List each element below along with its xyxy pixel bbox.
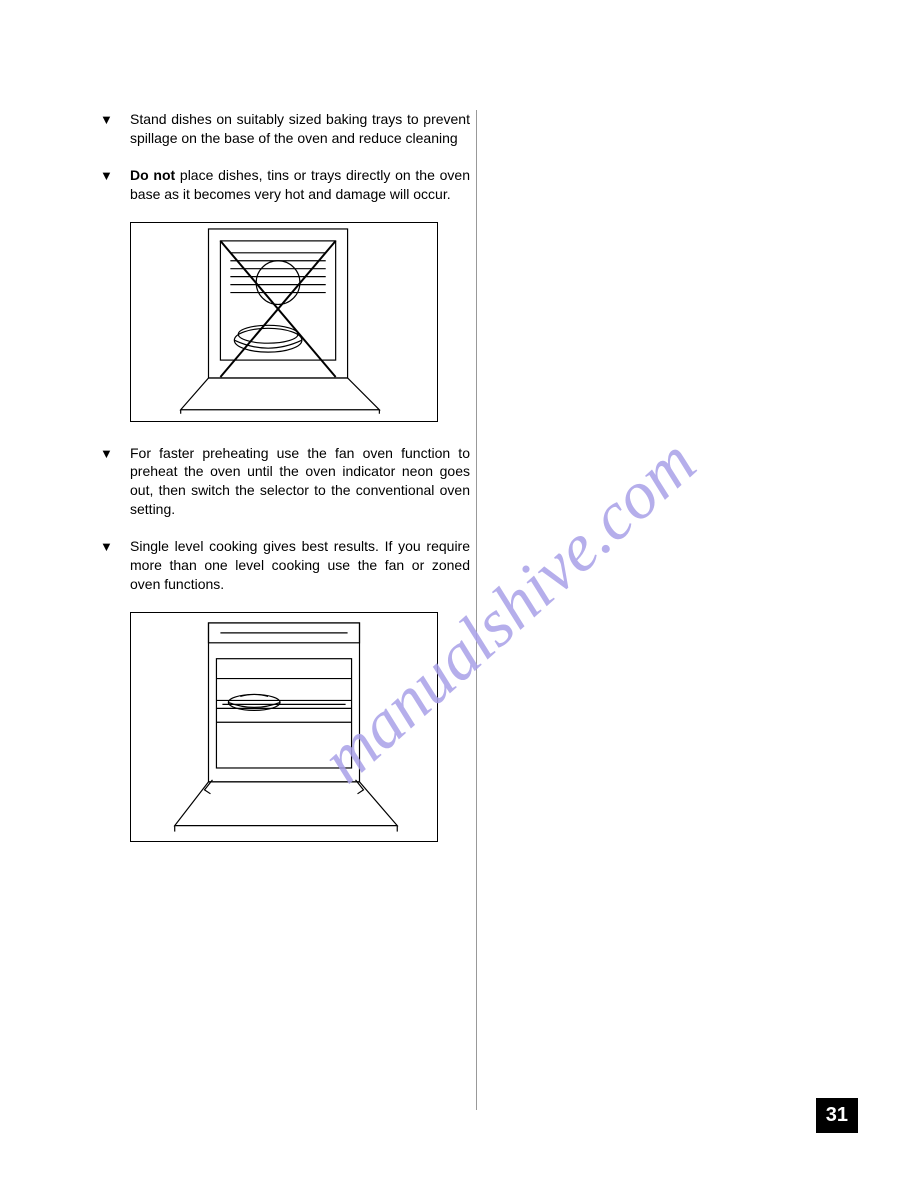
figure-oven-crossed-out xyxy=(130,222,438,422)
bold-lead: Do not xyxy=(130,167,175,183)
left-column: ▼ Stand dishes on suitably sized baking … xyxy=(100,110,470,864)
oven-diagram-2-icon xyxy=(131,613,437,842)
bullet-item: ▼ Stand dishes on suitably sized baking … xyxy=(100,110,470,148)
figure-oven-shelf xyxy=(130,612,438,842)
bullet-item: ▼ Single level cooking gives best result… xyxy=(100,537,470,594)
oven-diagram-1-icon xyxy=(131,223,437,422)
bullet-item: ▼ For faster preheating use the fan oven… xyxy=(100,444,470,520)
triangle-bullet-icon: ▼ xyxy=(100,166,130,185)
page-number: 31 xyxy=(816,1098,858,1133)
column-divider xyxy=(476,110,477,1110)
triangle-bullet-icon: ▼ xyxy=(100,110,130,129)
triangle-bullet-icon: ▼ xyxy=(100,537,130,556)
triangle-bullet-icon: ▼ xyxy=(100,444,130,463)
bullet-text: Stand dishes on suitably sized baking tr… xyxy=(130,110,470,148)
bullet-text: For faster preheating use the fan oven f… xyxy=(130,444,470,520)
bullet-text: Single level cooking gives best results.… xyxy=(130,537,470,594)
manual-page: ▼ Stand dishes on suitably sized baking … xyxy=(0,0,918,1188)
bullet-text-rest: place dishes, tins or trays directly on … xyxy=(130,167,470,202)
bullet-text: Do not place dishes, tins or trays direc… xyxy=(130,166,470,204)
bullet-item: ▼ Do not place dishes, tins or trays dir… xyxy=(100,166,470,204)
